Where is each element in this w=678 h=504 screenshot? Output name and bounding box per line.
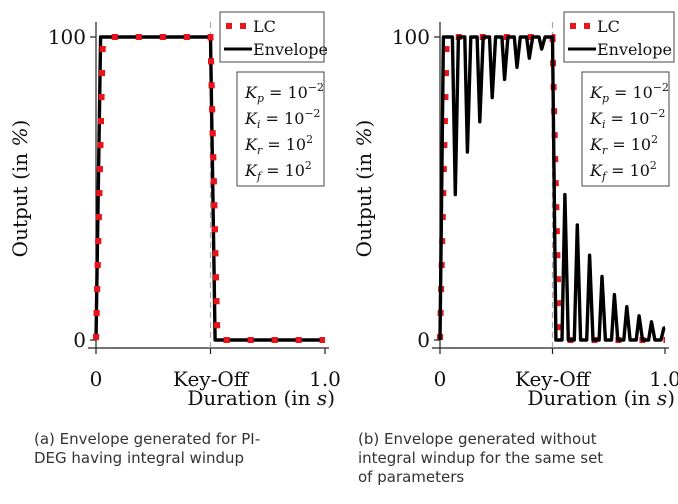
series-line-lc-overlay <box>93 34 325 343</box>
legend-label-envelope: Envelope <box>597 40 672 59</box>
param-0: Kp = 10−2 <box>244 81 324 105</box>
caption-b-line-3: of parameters <box>358 468 465 486</box>
x-tick-label: Key-Off <box>515 367 592 391</box>
legend-label-envelope: Envelope <box>253 40 328 59</box>
caption-a: (a) Envelope generated for PI- DEG havin… <box>34 430 334 468</box>
x-axis-label: Duration (in s) <box>187 386 335 410</box>
y-tick-label: 100 <box>48 25 86 49</box>
caption-b-line-1: (b) Envelope generated without <box>358 430 597 448</box>
param-1: Ki = 10−2 <box>244 107 320 131</box>
legend-label-lc: LC <box>597 17 620 36</box>
param-2: Kr = 102 <box>589 133 658 157</box>
param-0: Kp = 10−2 <box>589 81 669 105</box>
caption-a-line-1: (a) Envelope generated for PI- <box>34 430 261 448</box>
caption-b: (b) Envelope generated without integral … <box>358 430 676 487</box>
legend: LC Envelope <box>563 11 675 63</box>
x-tick-label: 0 <box>434 367 447 391</box>
legend: LC Envelope <box>219 11 328 63</box>
x-tick-label: 1.0 <box>649 367 678 391</box>
chart-panel-b: 0 100 0 Key-Off 1.0 Output (in %) Duration (in… <box>352 11 678 410</box>
params-frame <box>581 71 670 187</box>
y-tick-label: 100 <box>392 25 430 49</box>
params-frame <box>236 71 325 187</box>
param-1: Ki = 10−2 <box>589 107 665 131</box>
y-tick-label: 0 <box>73 328 86 352</box>
caption-a-line-2: DEG having integral windup <box>34 449 245 467</box>
legend-label-lc: LC <box>253 17 276 36</box>
x-tick-label: Key-Off <box>173 367 250 391</box>
series-line-envelope <box>438 35 666 342</box>
param-3: Kf = 102 <box>589 159 657 183</box>
param-3: Kf = 102 <box>244 159 312 183</box>
legend-box <box>219 11 325 63</box>
param-2: Kr = 102 <box>244 133 313 157</box>
y-tick-label: 0 <box>417 328 430 352</box>
figure: 0 100 0 Key-Off 1.0 Output (in %) Duration (in… <box>8 11 678 410</box>
x-tick-label: 1.0 <box>309 367 341 391</box>
y-axis-label: Output (in %) <box>8 120 32 258</box>
x-axis-label: Duration (in s) <box>527 386 675 410</box>
x-tick-label: 0 <box>90 367 103 391</box>
legend-box <box>563 11 675 63</box>
chart-panel-a: 0 100 0 Key-Off 1.0 Output (in %) Duration (in… <box>8 11 341 410</box>
y-axis-label: Output (in %) <box>352 120 376 258</box>
caption-b-line-2: integral windup for the same set <box>358 449 604 467</box>
